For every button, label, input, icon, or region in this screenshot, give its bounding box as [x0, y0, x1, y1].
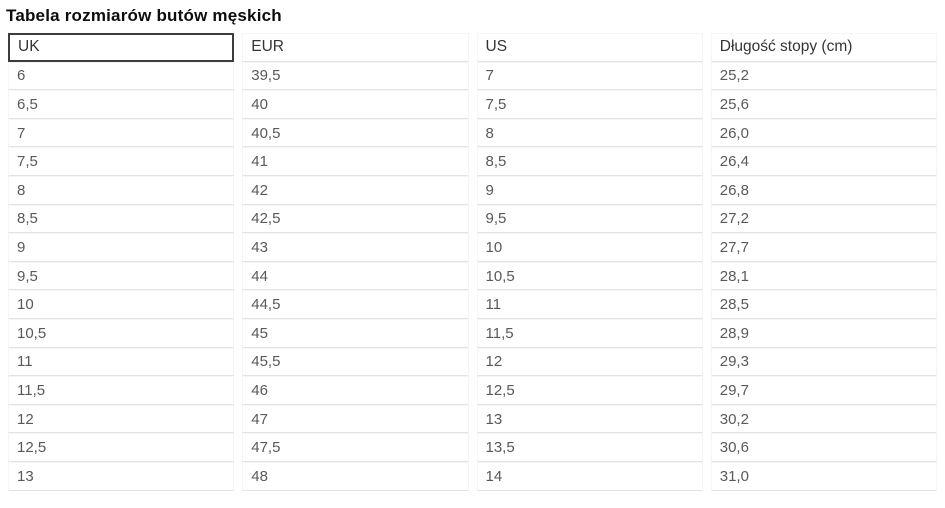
- table-cell-eur[interactable]: 45,5: [242, 347, 469, 377]
- table-row: 6 39,5 7 25,2: [8, 61, 937, 91]
- table-cell-foot-length[interactable]: 28,9: [710, 318, 937, 348]
- table-cell-us[interactable]: 13: [476, 404, 703, 434]
- table-cell-eur[interactable]: 46: [242, 376, 469, 405]
- column-header-us[interactable]: US: [476, 33, 703, 62]
- table-row: 11,5 46 12,5 29,7: [8, 376, 937, 405]
- table-cell-us[interactable]: 8,5: [476, 147, 703, 176]
- column-header-eur[interactable]: EUR: [242, 33, 469, 62]
- table-cell-us[interactable]: 13,5: [476, 433, 703, 462]
- table-cell-foot-length[interactable]: 25,2: [710, 61, 937, 91]
- table-cell-eur[interactable]: 40: [242, 90, 469, 119]
- table-cell-eur[interactable]: 41: [242, 147, 469, 176]
- table-cell-uk[interactable]: 13: [8, 461, 235, 491]
- table-cell-uk[interactable]: 6,5: [8, 90, 235, 119]
- table-cell-eur[interactable]: 47,5: [242, 433, 469, 462]
- table-cell-uk[interactable]: 12: [8, 404, 235, 434]
- table-cell-us[interactable]: 8: [476, 118, 703, 148]
- table-cell-foot-length[interactable]: 29,7: [710, 376, 937, 405]
- table-cell-uk[interactable]: 9: [8, 233, 235, 262]
- table-cell-uk[interactable]: 12,5: [8, 433, 235, 462]
- table-cell-foot-length[interactable]: 30,6: [710, 433, 937, 462]
- table-cell-uk[interactable]: 7: [8, 118, 235, 148]
- table-row: 9,5 44 10,5 28,1: [8, 261, 937, 291]
- table-cell-eur[interactable]: 45: [242, 318, 469, 348]
- table-cell-eur[interactable]: 42,5: [242, 204, 469, 234]
- table-cell-foot-length[interactable]: 28,5: [710, 290, 937, 319]
- table-cell-us[interactable]: 12,5: [476, 376, 703, 405]
- table-cell-us[interactable]: 11: [476, 290, 703, 319]
- table-row: 13 48 14 31,0: [8, 461, 937, 491]
- table-cell-uk[interactable]: 11,5: [8, 376, 235, 405]
- table-cell-foot-length[interactable]: 28,1: [710, 261, 937, 291]
- table-row: 12,5 47,5 13,5 30,6: [8, 433, 937, 462]
- table-cell-us[interactable]: 10: [476, 233, 703, 262]
- table-row: 11 45,5 12 29,3: [8, 347, 937, 377]
- table-cell-uk[interactable]: 8,5: [8, 204, 235, 234]
- table-row: 6,5 40 7,5 25,6: [8, 90, 937, 119]
- table-cell-foot-length[interactable]: 27,7: [710, 233, 937, 262]
- table-cell-us[interactable]: 11,5: [476, 318, 703, 348]
- table-row: 7,5 41 8,5 26,4: [8, 147, 937, 176]
- table-cell-us[interactable]: 14: [476, 461, 703, 491]
- table-cell-eur[interactable]: 39,5: [242, 61, 469, 91]
- shoe-size-table: UK EUR US Długość stopy (cm) 6 39,5 7 25,2 6,5 4…: [0, 33, 945, 491]
- table-row: 8,5 42,5 9,5 27,2: [8, 204, 937, 234]
- table-row: 10 44,5 11 28,5: [8, 290, 937, 319]
- table-cell-us[interactable]: 9: [476, 175, 703, 205]
- table-cell-us[interactable]: 7,5: [476, 90, 703, 119]
- table-cell-uk[interactable]: 11: [8, 347, 235, 377]
- table-cell-eur[interactable]: 42: [242, 175, 469, 205]
- table-cell-eur[interactable]: 48: [242, 461, 469, 491]
- table-cell-uk[interactable]: 10,5: [8, 318, 235, 348]
- table-cell-foot-length[interactable]: 26,8: [710, 175, 937, 205]
- table-cell-foot-length[interactable]: 29,3: [710, 347, 937, 377]
- table-cell-uk[interactable]: 8: [8, 175, 235, 205]
- table-cell-eur[interactable]: 40,5: [242, 118, 469, 148]
- table-cell-foot-length[interactable]: 30,2: [710, 404, 937, 434]
- table-cell-eur[interactable]: 43: [242, 233, 469, 262]
- table-cell-uk[interactable]: 9,5: [8, 261, 235, 291]
- page-title: Tabela rozmiarów butów męskich: [6, 6, 282, 25]
- table-header-row: UK EUR US Długość stopy (cm): [8, 33, 937, 62]
- table-cell-foot-length[interactable]: 27,2: [710, 204, 937, 234]
- table-cell-eur[interactable]: 47: [242, 404, 469, 434]
- table-cell-us[interactable]: 7: [476, 61, 703, 91]
- table-cell-uk[interactable]: 6: [8, 61, 235, 91]
- table-cell-foot-length[interactable]: 26,4: [710, 147, 937, 176]
- table-cell-us[interactable]: 9,5: [476, 204, 703, 234]
- table-cell-eur[interactable]: 44,5: [242, 290, 469, 319]
- column-header-uk[interactable]: UK: [8, 33, 235, 62]
- table-cell-eur[interactable]: 44: [242, 261, 469, 291]
- table-cell-uk[interactable]: 10: [8, 290, 235, 319]
- table-row: 12 47 13 30,2: [8, 404, 937, 434]
- table-body: 6 39,5 7 25,2 6,5 40 7,5 25,6 7 40,5 8 26,0 7,5 41 8,5…: [8, 61, 937, 491]
- table-cell-us[interactable]: 12: [476, 347, 703, 377]
- table-cell-foot-length[interactable]: 26,0: [710, 118, 937, 148]
- table-header: UK EUR US Długość stopy (cm): [8, 33, 937, 62]
- table-cell-uk[interactable]: 7,5: [8, 147, 235, 176]
- table-row: 10,5 45 11,5 28,9: [8, 318, 937, 348]
- table-cell-foot-length[interactable]: 25,6: [710, 90, 937, 119]
- table-cell-us[interactable]: 10,5: [476, 261, 703, 291]
- table-row: 7 40,5 8 26,0: [8, 118, 937, 148]
- column-header-foot-length[interactable]: Długość stopy (cm): [710, 33, 937, 62]
- table-row: 9 43 10 27,7: [8, 233, 937, 262]
- table-cell-foot-length[interactable]: 31,0: [710, 461, 937, 491]
- table-row: 8 42 9 26,8: [8, 175, 937, 205]
